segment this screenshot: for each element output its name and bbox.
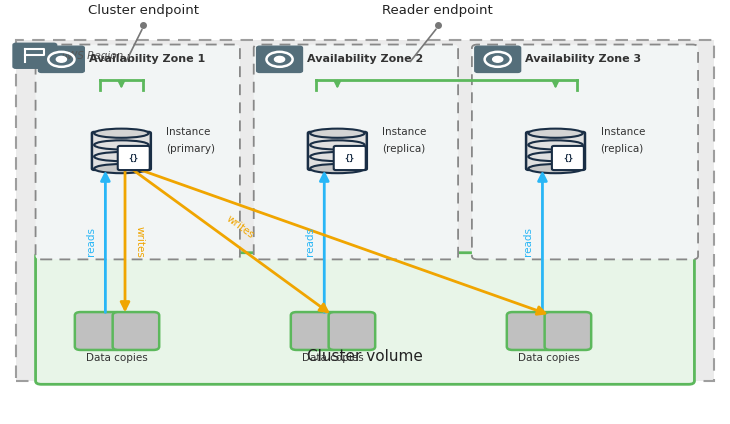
Text: Instance: Instance bbox=[601, 127, 645, 137]
Text: {}: {} bbox=[128, 153, 139, 162]
Text: Reader endpoint: Reader endpoint bbox=[383, 4, 493, 17]
FancyBboxPatch shape bbox=[334, 146, 366, 170]
FancyBboxPatch shape bbox=[36, 45, 240, 259]
Text: reads: reads bbox=[304, 227, 315, 256]
Text: Availability Zone 1: Availability Zone 1 bbox=[88, 54, 205, 64]
Text: (replica): (replica) bbox=[383, 144, 426, 153]
Text: Data copies: Data copies bbox=[86, 353, 148, 363]
Ellipse shape bbox=[529, 164, 583, 173]
Text: Availability Zone 2: Availability Zone 2 bbox=[307, 54, 423, 64]
Text: Instance: Instance bbox=[166, 127, 211, 137]
Circle shape bbox=[493, 56, 503, 62]
FancyBboxPatch shape bbox=[545, 312, 591, 350]
FancyBboxPatch shape bbox=[257, 46, 302, 73]
Text: reads: reads bbox=[523, 227, 533, 256]
FancyBboxPatch shape bbox=[112, 312, 159, 350]
FancyBboxPatch shape bbox=[507, 312, 553, 350]
Bar bbox=[16, 39, 714, 381]
Ellipse shape bbox=[310, 128, 365, 138]
Ellipse shape bbox=[310, 164, 365, 173]
Ellipse shape bbox=[529, 128, 583, 138]
Text: Data copies: Data copies bbox=[518, 353, 580, 363]
FancyBboxPatch shape bbox=[328, 312, 375, 350]
FancyBboxPatch shape bbox=[36, 253, 694, 384]
Text: Availability Zone 3: Availability Zone 3 bbox=[525, 54, 641, 64]
Circle shape bbox=[274, 56, 285, 62]
FancyBboxPatch shape bbox=[39, 46, 84, 73]
FancyBboxPatch shape bbox=[75, 312, 121, 350]
FancyBboxPatch shape bbox=[254, 45, 458, 259]
Text: {}: {} bbox=[345, 153, 355, 162]
Text: {}: {} bbox=[563, 153, 573, 162]
Text: writes: writes bbox=[134, 226, 145, 257]
FancyBboxPatch shape bbox=[291, 312, 337, 350]
Text: Data copies: Data copies bbox=[302, 353, 364, 363]
FancyBboxPatch shape bbox=[526, 132, 585, 170]
Text: (primary): (primary) bbox=[166, 144, 215, 153]
FancyBboxPatch shape bbox=[472, 45, 698, 259]
Ellipse shape bbox=[94, 164, 149, 173]
Text: Cluster volume: Cluster volume bbox=[307, 349, 423, 364]
FancyBboxPatch shape bbox=[92, 132, 151, 170]
Text: writes: writes bbox=[224, 213, 255, 240]
Text: Instance: Instance bbox=[383, 127, 427, 137]
FancyBboxPatch shape bbox=[552, 146, 584, 170]
Ellipse shape bbox=[94, 128, 149, 138]
Text: AWS Region: AWS Region bbox=[61, 51, 124, 61]
FancyBboxPatch shape bbox=[118, 146, 150, 170]
Text: Cluster endpoint: Cluster endpoint bbox=[88, 4, 199, 17]
Text: (replica): (replica) bbox=[601, 144, 644, 153]
FancyBboxPatch shape bbox=[474, 46, 520, 73]
Circle shape bbox=[56, 56, 66, 62]
FancyBboxPatch shape bbox=[13, 43, 57, 68]
Text: reads: reads bbox=[86, 227, 96, 256]
FancyBboxPatch shape bbox=[308, 132, 366, 170]
